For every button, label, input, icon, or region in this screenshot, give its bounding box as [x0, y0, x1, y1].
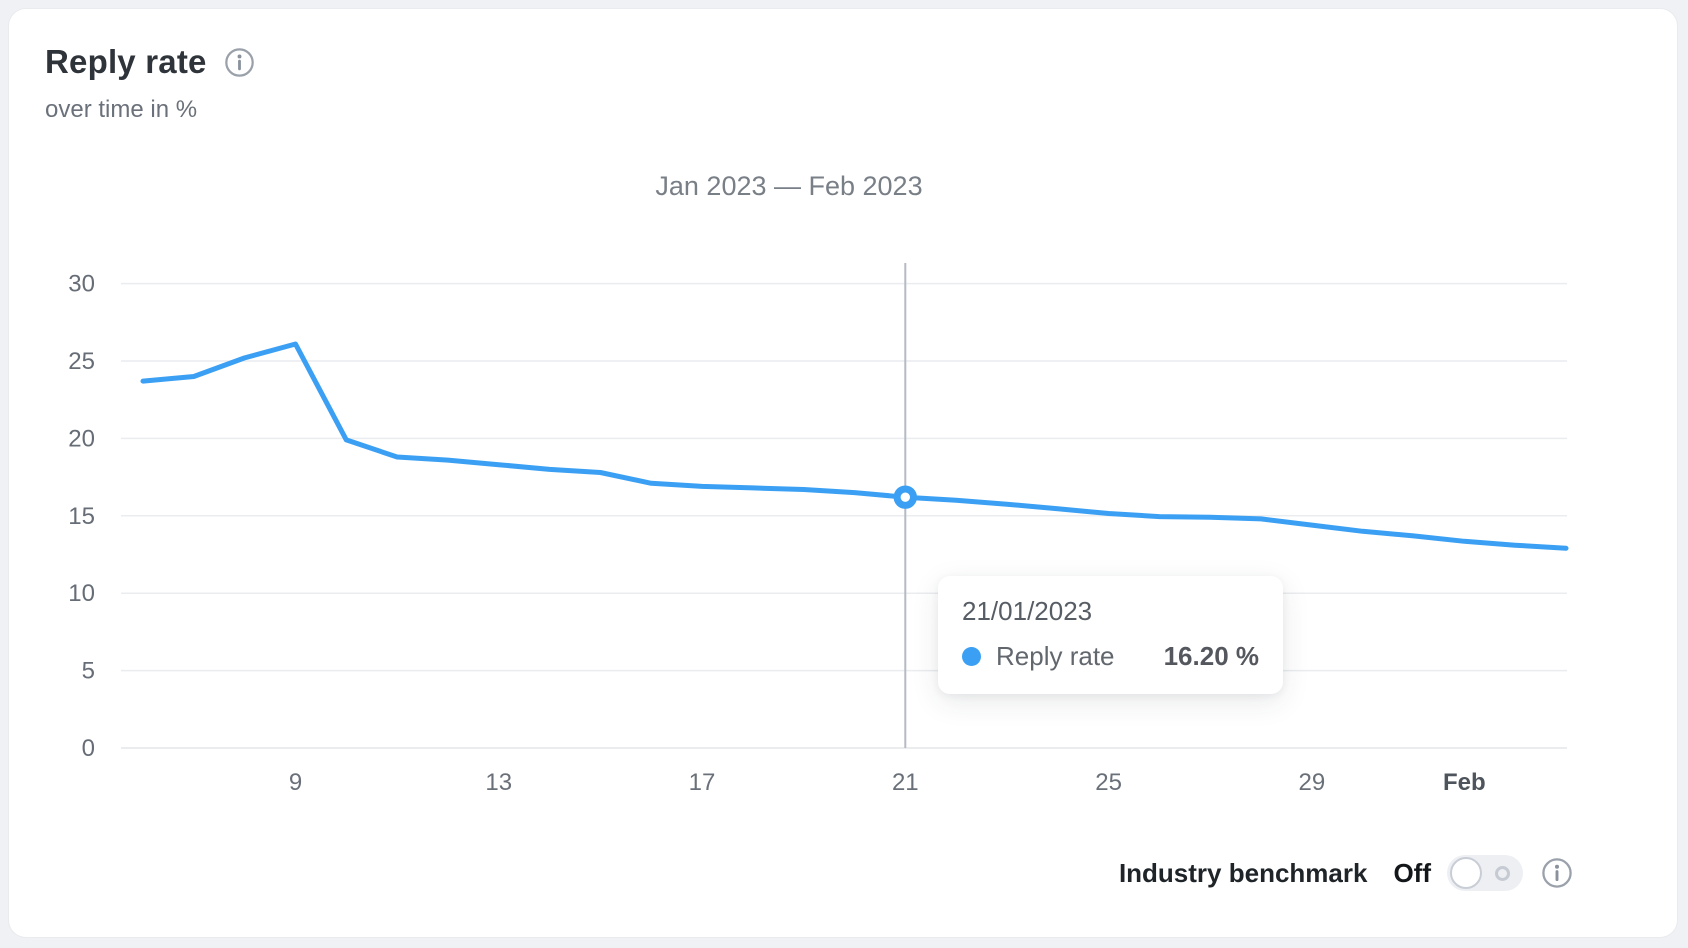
benchmark-state: Off [1393, 857, 1431, 888]
y-axis-label: 30 [68, 271, 95, 298]
card-header: Reply rate over time in % [45, 43, 255, 124]
toggle-knob[interactable] [1450, 857, 1482, 889]
benchmark-info-icon[interactable] [1541, 857, 1573, 889]
benchmark-toggle[interactable] [1447, 855, 1523, 891]
y-axis-label: 0 [82, 735, 95, 762]
x-axis-label: 21 [892, 769, 919, 796]
benchmark-control: Industry benchmark Off [1119, 852, 1573, 894]
y-axis-label: 15 [68, 503, 95, 530]
tooltip-series-label: Reply rate [996, 641, 1115, 671]
y-axis-label: 25 [68, 348, 95, 375]
x-axis-label: 9 [289, 769, 302, 796]
highlighted-point[interactable] [893, 485, 917, 509]
x-axis-label: 17 [689, 769, 716, 796]
title-info-icon[interactable] [224, 47, 255, 78]
y-axis-label: 10 [68, 580, 95, 607]
y-axis-label: 5 [82, 658, 95, 685]
chart-svg[interactable]: 0 5 10 15 20 25 30 9 13 17 21 25 29 Feb [9, 9, 1679, 939]
page-title: Reply rate [45, 43, 207, 80]
chart-period-heading: Jan 2023 — Feb 2023 [655, 171, 923, 201]
x-axis-label: 29 [1299, 769, 1326, 796]
tooltip-value: 16.20 % [1163, 641, 1259, 671]
y-axis-label: 20 [68, 425, 95, 452]
series-color-dot [962, 647, 981, 666]
chart-tooltip: 21/01/2023 Reply rate 16.20 % [938, 576, 1283, 694]
toggle-off-ring [1495, 866, 1510, 881]
reply-rate-card: 0 5 10 15 20 25 30 9 13 17 21 25 29 Feb Reply rate ov… [8, 8, 1678, 938]
tooltip-date: 21/01/2023 [962, 596, 1093, 626]
x-axis-label: 13 [485, 769, 512, 796]
tooltip-series-row: Reply rate 16.20 % [962, 641, 1259, 672]
reply-rate-line [140, 341, 1569, 551]
card-subtitle: over time in % [45, 96, 198, 123]
x-axis-label: 25 [1095, 769, 1122, 796]
benchmark-label: Industry benchmark [1118, 857, 1368, 888]
x-axis-label: Feb [1443, 769, 1486, 796]
